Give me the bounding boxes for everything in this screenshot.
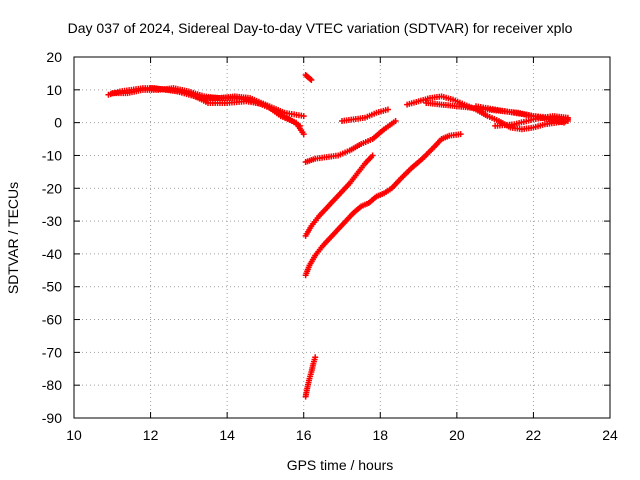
data-point [384, 106, 391, 113]
y-tick-label: 0 [54, 115, 62, 131]
data-point [300, 113, 307, 120]
data-point [300, 131, 307, 138]
series-track-8 [302, 131, 464, 279]
y-tick-label: -60 [42, 312, 62, 328]
data-point [564, 114, 571, 121]
chart-title: Day 037 of 2024, Sidereal Day-to-day VTE… [68, 20, 573, 36]
y-tick-label: -50 [42, 279, 62, 295]
axis-ticks: 10 12 14 16 18 20 22 24 20 10 0 -10 -20 -30 -40 -50 -60 -… [42, 49, 618, 443]
series-track-9 [302, 354, 319, 400]
y-axis-label: SDTVAR / TECUs [5, 182, 21, 294]
x-tick-label: 12 [143, 427, 159, 443]
y-tick-label: -70 [42, 344, 62, 360]
series-track-4 [302, 72, 315, 83]
plot-frame [73, 56, 611, 419]
data-point [312, 354, 319, 361]
y-tick-label: -80 [42, 377, 62, 393]
y-tick-label: 10 [46, 82, 62, 98]
data-points [105, 72, 571, 400]
series-track-10 [404, 93, 571, 133]
data-point [457, 131, 464, 138]
series-track-7 [302, 152, 376, 239]
data-point [307, 76, 314, 83]
y-tick-label: 20 [46, 49, 62, 65]
series-track-5 [302, 117, 399, 166]
grid-lines [74, 57, 610, 418]
data-point [308, 76, 315, 83]
y-tick-label: -90 [42, 410, 62, 426]
x-tick-label: 22 [526, 427, 542, 443]
x-tick-label: 10 [66, 427, 82, 443]
series-track-6 [339, 106, 391, 124]
series-track-2 [109, 85, 307, 138]
y-tick-label: -40 [42, 246, 62, 262]
x-axis-label: GPS time / hours [287, 457, 394, 473]
series-track-13 [492, 113, 571, 129]
y-tick-label: -30 [42, 213, 62, 229]
y-tick-label: -10 [42, 147, 62, 163]
x-tick-label: 20 [449, 427, 465, 443]
data-point [392, 117, 399, 124]
x-tick-label: 24 [602, 427, 618, 443]
y-tick-label: -20 [42, 180, 62, 196]
x-tick-label: 14 [219, 427, 235, 443]
x-tick-label: 18 [372, 427, 388, 443]
data-point [369, 152, 376, 159]
x-tick-label: 16 [296, 427, 312, 443]
series-track-3 [147, 85, 307, 120]
